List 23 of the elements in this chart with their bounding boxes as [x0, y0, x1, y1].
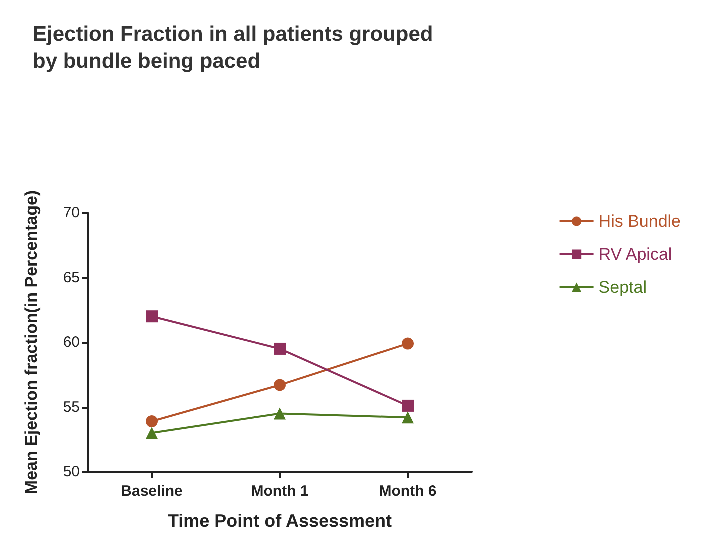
x-tick-label: Baseline — [121, 483, 183, 500]
point — [146, 416, 158, 428]
y-tick-label: 55 — [63, 398, 80, 416]
x-tick-label: Month 1 — [251, 483, 309, 500]
x-axis-title: Time Point of Assessment — [168, 511, 392, 531]
point — [402, 338, 414, 350]
point — [274, 379, 286, 392]
x-tick-label: Month 6 — [379, 483, 437, 500]
y-axis-title: Mean Ejection fraction(in Percentage) — [22, 190, 41, 495]
point — [274, 408, 286, 420]
y-tick-label: 70 — [63, 204, 80, 222]
y-tick-label: 60 — [63, 334, 80, 351]
y-tick-label: 65 — [63, 269, 80, 286]
chart-title: Ejection Fraction in all patients grouped by bundle being paced — [33, 23, 434, 73]
point — [274, 342, 286, 355]
legend-label: Septal — [598, 278, 647, 297]
legend-label: His Bundle — [598, 212, 682, 231]
point — [146, 427, 158, 440]
point — [402, 412, 414, 424]
y-tick-label: 50 — [63, 464, 80, 480]
point — [402, 400, 414, 412]
legend-label: RV Apical — [598, 245, 672, 264]
point — [146, 310, 158, 323]
